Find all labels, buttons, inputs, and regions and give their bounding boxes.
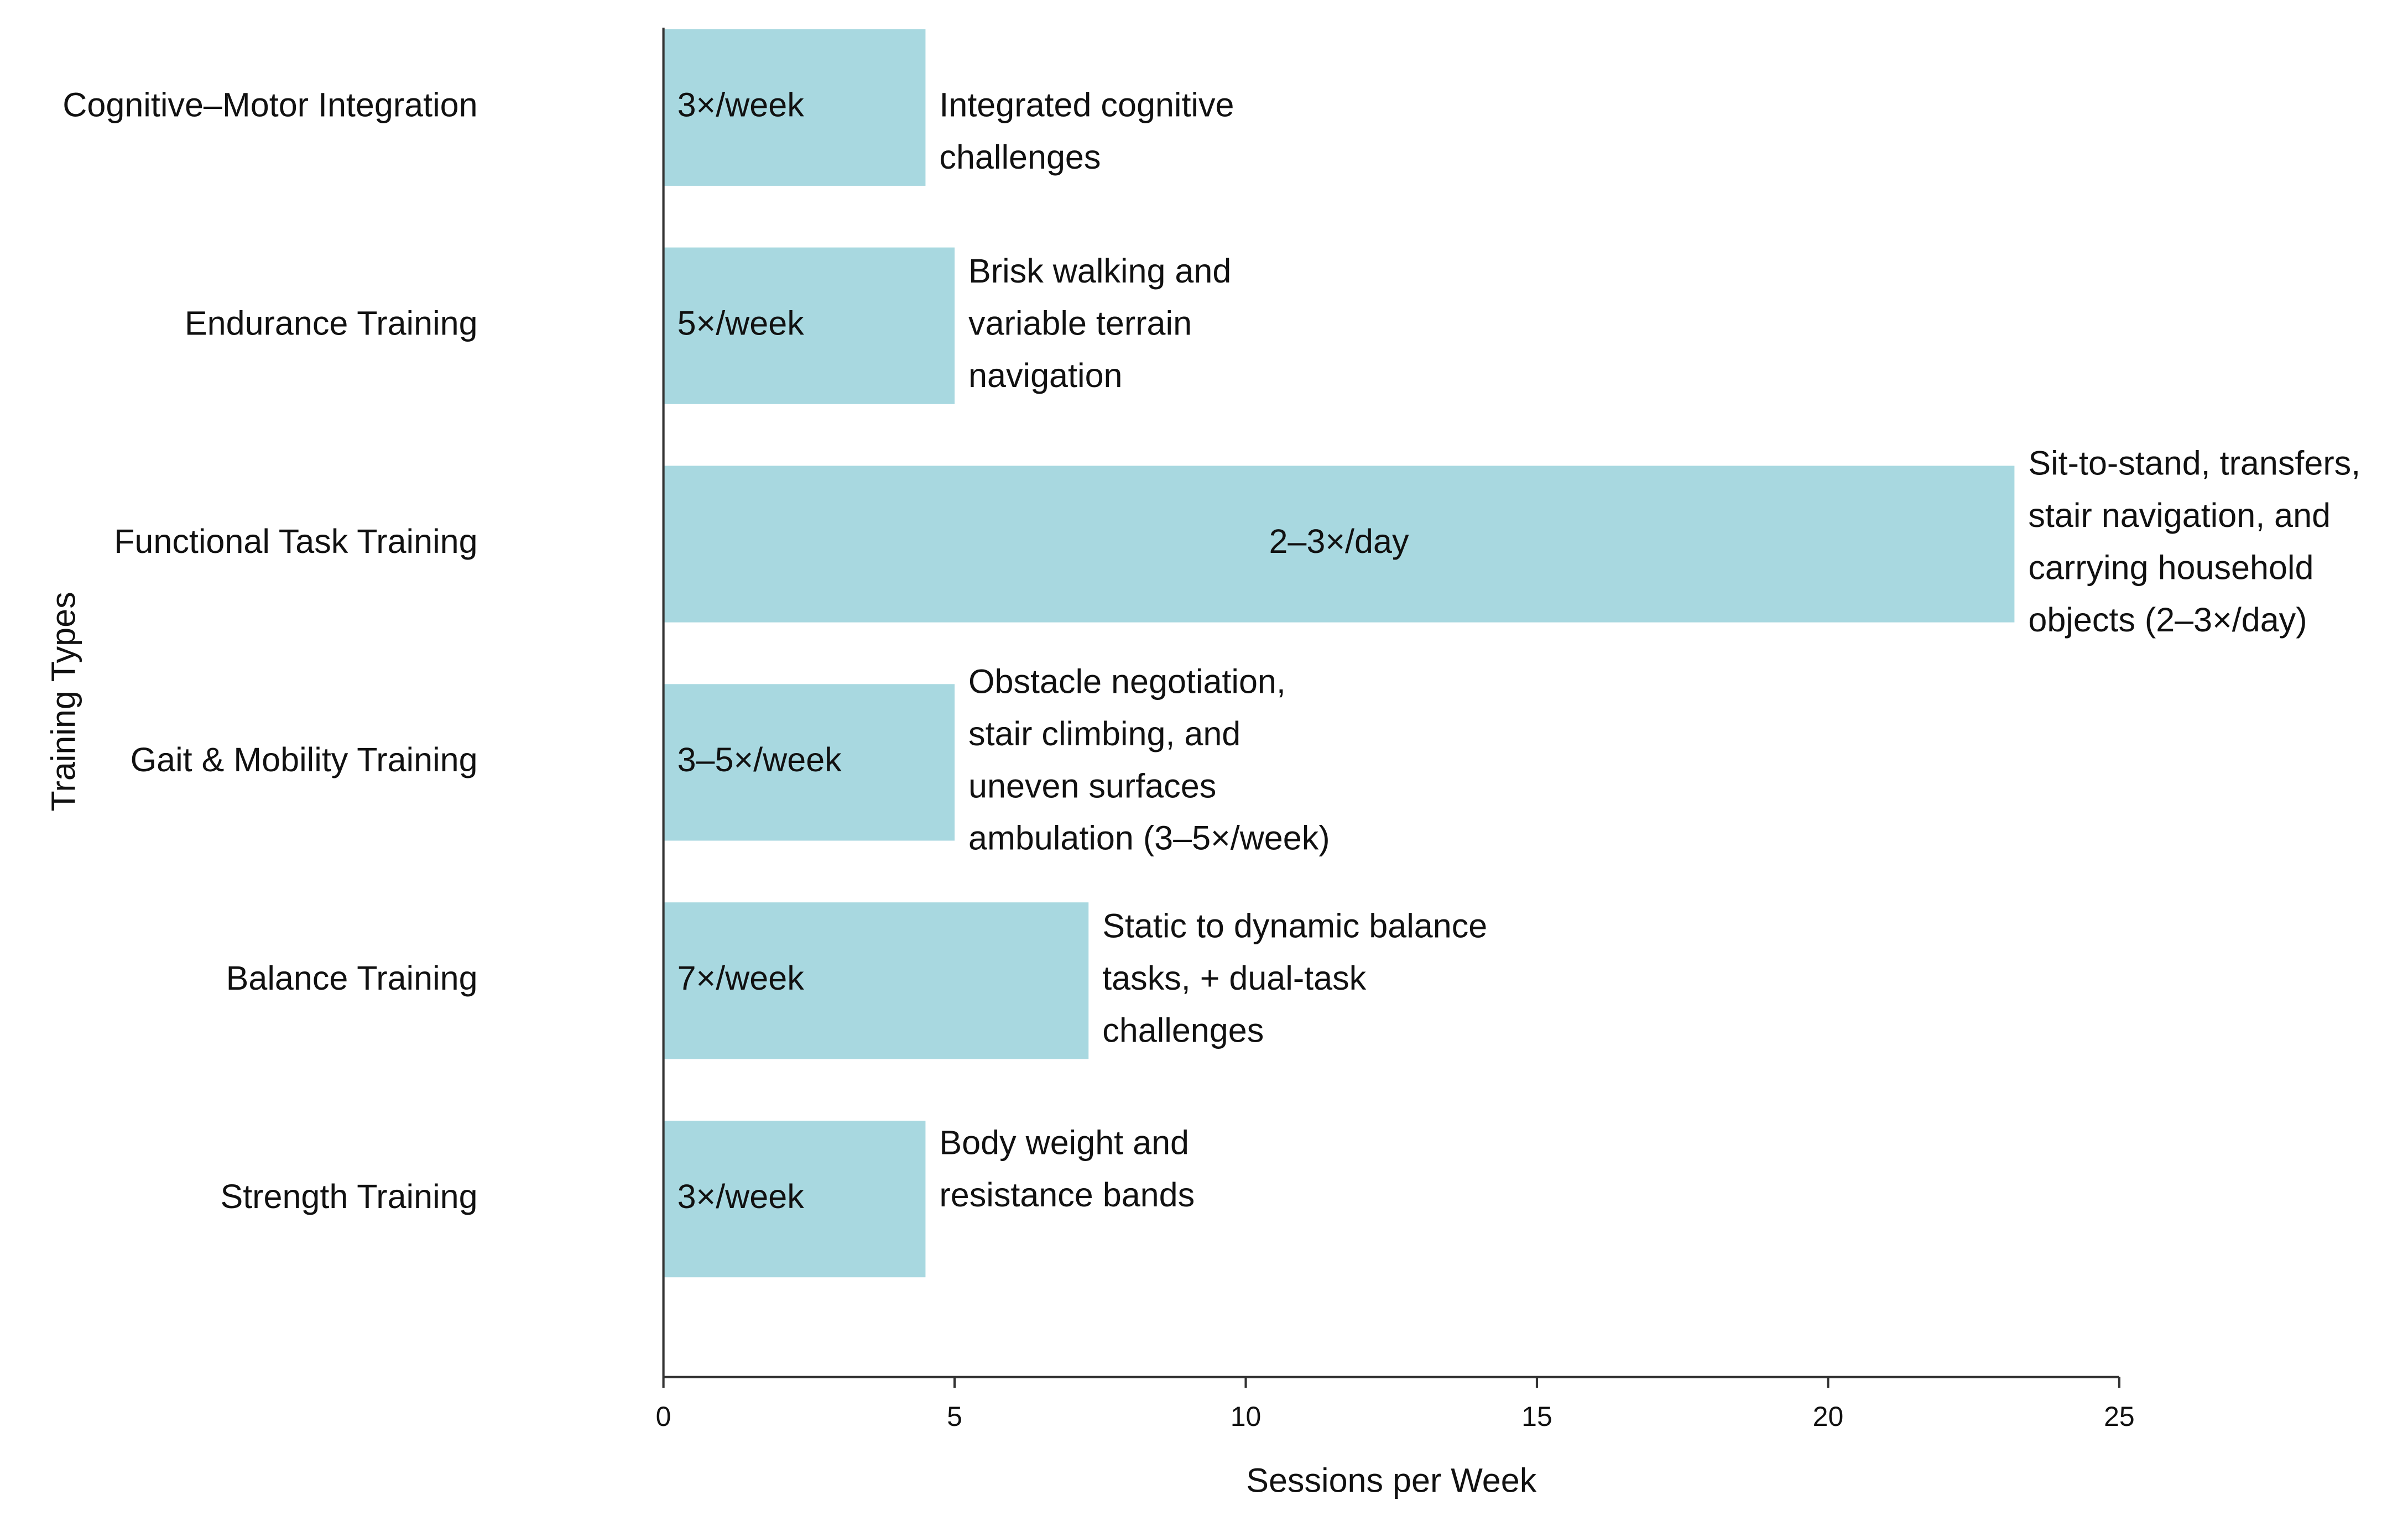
- x-tick-label: 15: [1521, 1401, 1552, 1432]
- x-axis-label: Sessions per Week: [1246, 1461, 1537, 1499]
- x-tick-label: 25: [2104, 1401, 2135, 1432]
- annotation: navigation: [968, 357, 1122, 394]
- annotation: Obstacle negotiation,: [968, 662, 1286, 700]
- x-tick-label: 5: [947, 1401, 962, 1432]
- y-tick-label: Cognitive–Motor Integration: [62, 86, 477, 124]
- bar: [663, 29, 926, 186]
- bar-label: 7×/week: [677, 959, 805, 997]
- annotation: challenges: [939, 138, 1101, 176]
- y-axis-label: Training Types: [45, 592, 82, 811]
- bar-label: 3×/week: [677, 86, 805, 124]
- x-tick-label: 20: [1813, 1401, 1844, 1432]
- annotation: resistance bands: [939, 1176, 1195, 1214]
- bar-label: 5×/week: [677, 304, 805, 342]
- y-tick-label: Functional Task Training: [114, 522, 478, 560]
- annotation: ambulation (3–5×/week): [968, 819, 1330, 857]
- annotation: challenges: [1102, 1011, 1264, 1049]
- annotation: Static to dynamic balance: [1102, 907, 1487, 944]
- y-tick-label: Gait & Mobility Training: [131, 741, 478, 778]
- y-tick-label: Strength Training: [220, 1178, 477, 1215]
- bar: [663, 902, 1089, 1059]
- bar: [663, 247, 955, 404]
- annotation: stair navigation, and: [2028, 496, 2331, 534]
- annotation: tasks, + dual-task: [1102, 959, 1366, 997]
- bar: [663, 466, 2015, 623]
- annotation: stair climbing, and: [968, 715, 1241, 752]
- bar: [663, 684, 955, 841]
- annotation: variable terrain: [968, 304, 1192, 342]
- annotation: Brisk walking and: [968, 252, 1231, 290]
- bar-label: 2–3×/day: [1269, 522, 1409, 560]
- y-tick-label: Balance Training: [226, 959, 478, 997]
- annotation: Sit-to-stand, transfers,: [2028, 445, 2360, 482]
- annotation: uneven surfaces: [968, 767, 1216, 804]
- annotation: objects (2–3×/day): [2028, 601, 2307, 639]
- annotation: Body weight and: [939, 1124, 1189, 1162]
- bar-label: 3–5×/week: [677, 741, 842, 778]
- x-tick-label: 0: [656, 1401, 671, 1432]
- y-tick-label: Endurance Training: [185, 304, 478, 342]
- annotation: carrying household: [2028, 548, 2313, 586]
- bar: [663, 1120, 926, 1278]
- bar-label: 3×/week: [677, 1178, 805, 1215]
- annotation: Integrated cognitive: [939, 86, 1234, 124]
- x-tick-label: 10: [1231, 1401, 1262, 1432]
